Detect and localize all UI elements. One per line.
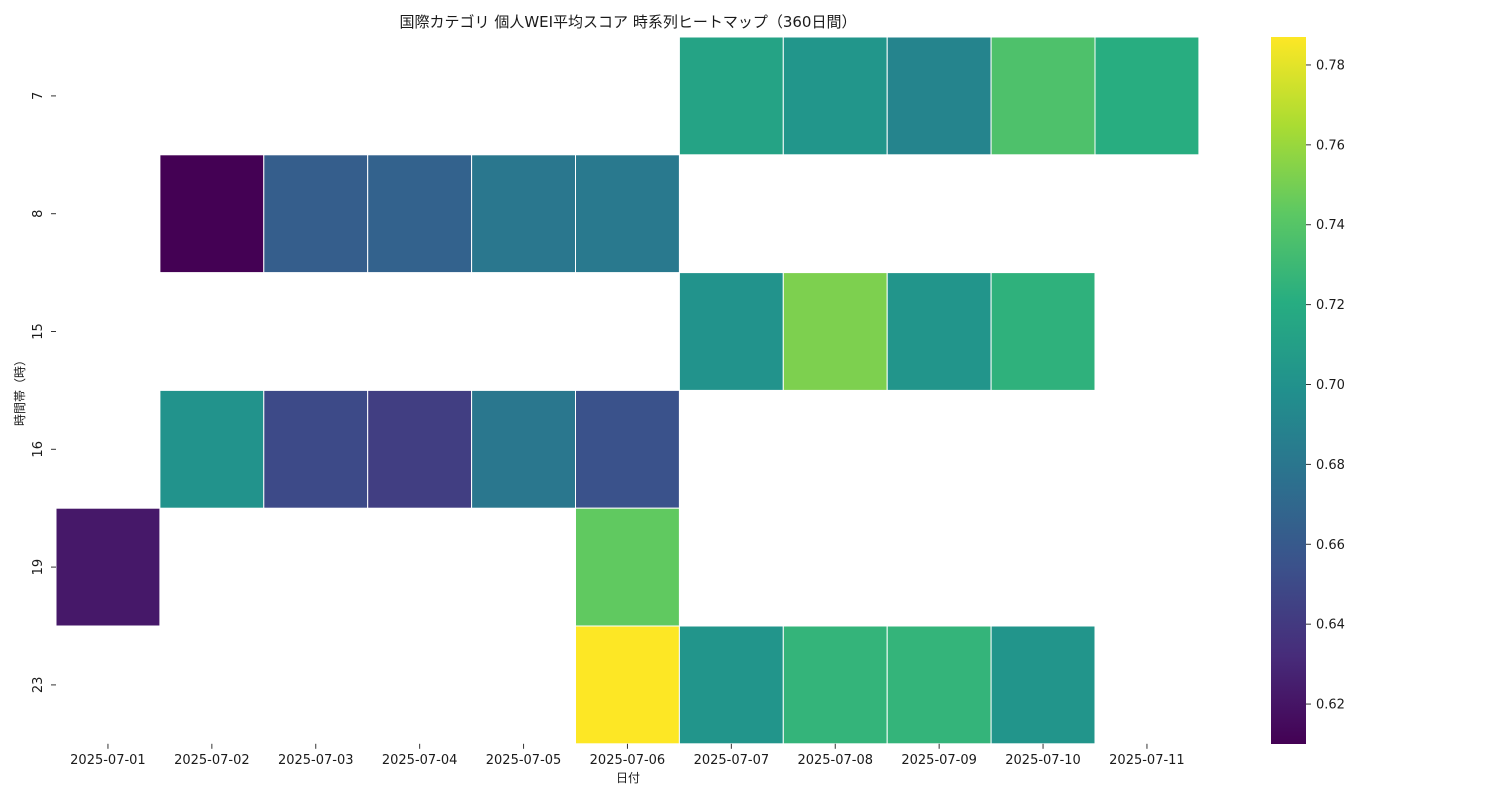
colorbar-tick-label: 0.74 [1316,218,1345,233]
colorbar-tick-label: 0.62 [1316,698,1345,713]
heatmap-cell [886,625,992,745]
x-tick-label: 2025-07-09 [901,753,977,768]
heatmap-cell [782,36,888,156]
x-tick-label: 2025-07-11 [1109,753,1185,768]
colorbar-tick-label: 0.70 [1316,378,1345,393]
heatmap-cell [678,36,784,156]
y-tick-label: 16 [31,441,46,458]
x-tick-label: 2025-07-05 [486,753,562,768]
heatmap-cell [678,272,784,391]
heatmap-cell [678,625,784,745]
heatmap-cell [990,36,1096,156]
x-tick-label: 2025-07-06 [590,753,666,768]
y-tick-label: 23 [31,677,46,694]
x-tick-label: 2025-07-03 [278,753,354,768]
y-axis-ticks: 7 8 15 16 19 23 [31,92,56,693]
x-tick-label: 2025-07-07 [694,753,770,768]
heatmap-cell [575,389,680,509]
colorbar: 0.62 0.64 0.66 0.68 0.70 0.72 0.74 0.76 0.78 [1271,37,1345,744]
heatmap-cell [886,272,992,391]
heatmap-cells [55,36,1200,745]
heatmap-cell [55,507,161,627]
heatmap-cell [575,154,680,274]
colorbar-tick-label: 0.76 [1316,138,1345,153]
heatmap-cell [1094,36,1200,156]
heatmap-cell [159,154,265,274]
colorbar-gradient [1271,37,1306,744]
x-axis-label: 日付 [616,771,640,785]
y-axis-label: 時間帯（時） [13,354,27,426]
heatmap-cell [159,389,265,509]
y-tick-label: 19 [31,559,46,576]
x-tick-label: 2025-07-02 [174,753,250,768]
heatmap-cell [990,625,1096,745]
heatmap-cell [575,507,680,627]
heatmap-cell [263,154,369,274]
x-tick-label: 2025-07-01 [70,753,146,768]
heatmap-cell [367,154,473,274]
x-tick-label: 2025-07-08 [797,753,873,768]
heatmap-cell [886,36,992,156]
colorbar-tick-label: 0.66 [1316,538,1345,553]
heatmap-cell [575,625,680,745]
x-tick-label: 2025-07-10 [1005,753,1081,768]
colorbar-tick-label: 0.78 [1316,58,1345,73]
colorbar-tick-label: 0.68 [1316,458,1345,473]
heatmap-cell [782,272,888,391]
heatmap-cell [367,389,473,509]
heatmap-cell [263,389,369,509]
heatmap-cell [471,154,577,274]
chart-title: 国際カテゴリ 個人WEI平均スコア 時系列ヒートマップ（360日間） [400,13,857,31]
colorbar-tick-label: 0.72 [1316,298,1345,313]
heatmap-cell [471,389,577,509]
y-tick-label: 7 [31,92,46,100]
y-tick-label: 8 [31,210,46,218]
colorbar-tick-label: 0.64 [1316,618,1345,633]
y-tick-label: 15 [31,323,46,340]
heatmap-cell [990,272,1096,391]
heatmap-cell [782,625,888,745]
x-axis-ticks: 2025-07-01 2025-07-02 2025-07-03 2025-07-04… [70,743,1185,768]
x-tick-label: 2025-07-04 [382,753,458,768]
